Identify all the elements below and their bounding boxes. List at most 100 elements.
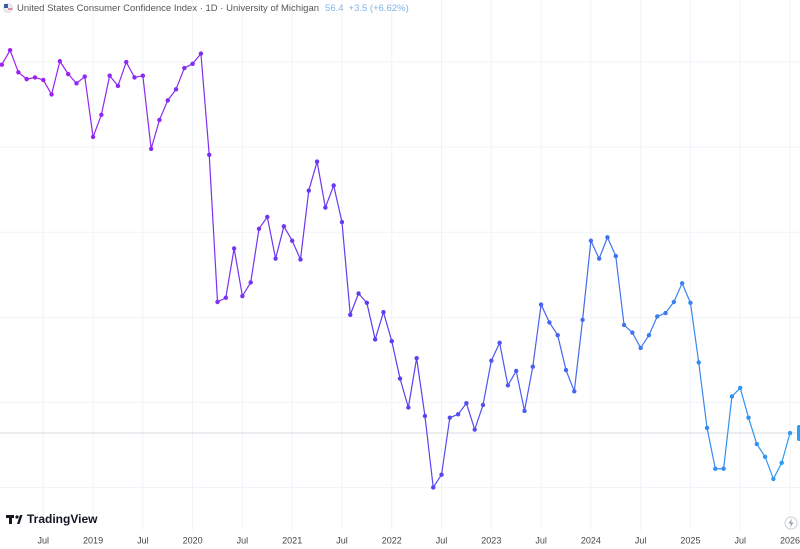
data-point xyxy=(439,472,444,477)
x-tick-label: Jul xyxy=(336,535,348,545)
data-point xyxy=(140,73,146,78)
data-point xyxy=(323,205,328,210)
data-point xyxy=(746,415,751,420)
data-point xyxy=(364,300,370,306)
data-point xyxy=(621,322,627,328)
x-tick-label: Jul xyxy=(436,535,448,545)
logo-mark xyxy=(17,515,23,524)
data-point xyxy=(572,389,577,394)
data-point xyxy=(588,238,594,243)
data-point xyxy=(190,61,195,67)
data-point xyxy=(0,62,4,67)
x-tick-label: Jul xyxy=(734,535,746,545)
grid xyxy=(0,0,800,530)
data-point xyxy=(215,299,220,305)
data-point xyxy=(455,412,461,417)
data-point xyxy=(447,415,453,420)
last-price: 56.4 xyxy=(325,3,344,14)
data-point xyxy=(638,345,643,351)
data-point xyxy=(115,83,121,89)
data-point xyxy=(671,299,677,305)
x-tick-label: 2026 xyxy=(780,535,800,545)
data-point xyxy=(82,74,87,79)
data-point xyxy=(530,364,535,369)
data-point xyxy=(663,310,668,316)
data-point xyxy=(721,466,726,471)
x-tick-label: 2022 xyxy=(382,535,402,545)
x-tick-label: Jul xyxy=(38,535,50,545)
data-point xyxy=(771,476,776,482)
x-tick-label: Jul xyxy=(635,535,647,545)
x-tick-label: Jul xyxy=(535,535,547,545)
data-point xyxy=(414,355,419,361)
data-point xyxy=(57,59,63,64)
data-point xyxy=(605,235,610,240)
data-point xyxy=(107,73,112,78)
series-line xyxy=(1,49,791,489)
data-point xyxy=(431,485,436,490)
logo-mark xyxy=(15,515,19,519)
x-tick-label: 2019 xyxy=(83,535,103,545)
data-point xyxy=(613,253,618,259)
data-point xyxy=(779,460,784,465)
data-point xyxy=(207,152,212,158)
data-point xyxy=(74,81,79,86)
data-point xyxy=(223,295,229,300)
data-point xyxy=(489,358,494,363)
data-point xyxy=(248,280,253,285)
data-point xyxy=(331,183,336,188)
data-point xyxy=(480,402,486,408)
logo: TradingView xyxy=(6,512,98,526)
data-point xyxy=(381,310,386,315)
data-point xyxy=(49,92,54,97)
data-point xyxy=(90,134,96,140)
data-point xyxy=(472,427,477,432)
data-point xyxy=(754,441,760,447)
data-point xyxy=(555,332,560,338)
data-point xyxy=(646,332,652,338)
data-point xyxy=(16,70,21,75)
x-tick-label: Jul xyxy=(137,535,149,545)
chart-title: United States Consumer Confidence Index … xyxy=(17,3,319,14)
data-point xyxy=(356,291,361,296)
data-point xyxy=(389,338,394,344)
data-point xyxy=(32,75,38,80)
plot xyxy=(0,47,800,490)
data-point xyxy=(7,47,13,53)
data-point xyxy=(655,314,660,319)
data-point xyxy=(713,466,718,471)
x-tick-label: 2020 xyxy=(183,535,203,545)
data-point xyxy=(497,340,502,346)
x-tick-label: 2021 xyxy=(282,535,302,545)
data-point xyxy=(762,454,768,460)
data-point xyxy=(306,188,311,193)
data-point xyxy=(787,430,793,436)
data-point xyxy=(348,312,353,317)
data-point xyxy=(630,330,635,335)
data-point xyxy=(256,226,262,232)
data-point xyxy=(696,360,701,365)
data-point xyxy=(273,256,278,261)
data-point xyxy=(729,394,735,399)
x-tick-label: Jul xyxy=(237,535,249,545)
data-point xyxy=(738,385,743,391)
header: United States Consumer Confidence Index … xyxy=(3,3,409,14)
data-point xyxy=(24,76,29,82)
logo-mark xyxy=(9,515,12,524)
data-point xyxy=(580,317,585,323)
data-point xyxy=(157,117,162,123)
data-point xyxy=(124,59,129,65)
data-point xyxy=(704,425,710,431)
data-point xyxy=(538,302,544,307)
data-point xyxy=(41,77,46,83)
data-point xyxy=(372,337,378,342)
x-tick-label: 2024 xyxy=(581,535,601,545)
data-point xyxy=(314,159,320,164)
data-point xyxy=(522,408,527,414)
data-point xyxy=(198,51,204,56)
data-point xyxy=(265,214,270,220)
data-point xyxy=(289,238,295,243)
data-point xyxy=(339,219,345,225)
last-change: +3.5 (+6.62%) xyxy=(349,3,409,14)
